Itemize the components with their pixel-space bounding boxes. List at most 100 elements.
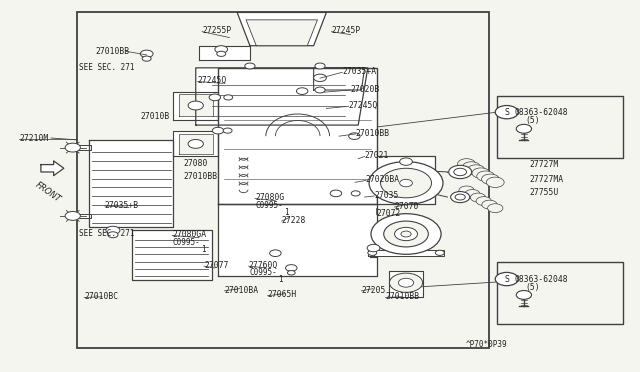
Circle shape	[245, 63, 255, 69]
Polygon shape	[41, 161, 64, 176]
Circle shape	[477, 171, 495, 181]
Text: C0995-: C0995-	[255, 201, 283, 210]
Circle shape	[399, 158, 412, 165]
Circle shape	[269, 250, 281, 257]
Circle shape	[467, 165, 485, 175]
Text: SEE SEC. 271: SEE SEC. 271	[79, 230, 134, 238]
Polygon shape	[77, 145, 91, 150]
Polygon shape	[132, 230, 212, 280]
Text: SEE SEC. 271: SEE SEC. 271	[79, 63, 134, 72]
Text: 1: 1	[278, 275, 284, 284]
Polygon shape	[389, 271, 423, 297]
Text: 27255P: 27255P	[202, 26, 232, 35]
Circle shape	[212, 127, 224, 134]
Circle shape	[215, 46, 228, 53]
Text: 27755U: 27755U	[529, 188, 558, 197]
Circle shape	[455, 194, 465, 200]
Circle shape	[384, 221, 428, 247]
Polygon shape	[173, 131, 218, 157]
Text: 27010BC: 27010BC	[84, 292, 118, 301]
Circle shape	[369, 161, 443, 205]
Circle shape	[142, 56, 151, 61]
Text: 08363-62048: 08363-62048	[515, 108, 568, 117]
Circle shape	[495, 272, 518, 286]
Text: S: S	[504, 108, 509, 117]
Circle shape	[495, 106, 518, 119]
Circle shape	[486, 177, 504, 187]
Text: 27228: 27228	[282, 216, 306, 225]
Polygon shape	[90, 140, 173, 227]
Text: FRONT: FRONT	[33, 180, 62, 204]
Circle shape	[481, 174, 499, 185]
Circle shape	[394, 227, 417, 241]
Circle shape	[401, 231, 411, 237]
Circle shape	[349, 133, 360, 140]
Text: 27245Q: 27245Q	[349, 101, 378, 110]
Text: 27020BA: 27020BA	[366, 175, 400, 184]
Circle shape	[435, 250, 444, 256]
Bar	[497, 262, 623, 324]
Text: 27727M: 27727M	[529, 160, 558, 169]
Text: 08363-62048: 08363-62048	[515, 275, 568, 283]
Text: 27070: 27070	[394, 202, 419, 211]
Text: 27010BB: 27010BB	[183, 171, 217, 180]
Text: S: S	[504, 275, 509, 283]
Polygon shape	[199, 46, 250, 61]
Circle shape	[516, 124, 532, 133]
Circle shape	[472, 168, 490, 178]
Circle shape	[463, 162, 480, 172]
Circle shape	[449, 165, 472, 179]
Circle shape	[398, 278, 413, 287]
Text: C0995-: C0995-	[250, 268, 278, 277]
Text: 27210M: 27210M	[19, 134, 49, 142]
Circle shape	[399, 179, 412, 187]
Circle shape	[476, 197, 492, 205]
Circle shape	[465, 190, 480, 198]
Circle shape	[188, 101, 204, 110]
Text: ^P70*0P39: ^P70*0P39	[465, 340, 507, 349]
Circle shape	[454, 168, 467, 176]
Circle shape	[488, 204, 503, 212]
Text: 27035+B: 27035+B	[104, 201, 139, 210]
Text: 27035+A: 27035+A	[342, 67, 376, 76]
Circle shape	[223, 128, 232, 133]
Circle shape	[367, 244, 380, 252]
Text: 27077: 27077	[204, 261, 228, 270]
Text: 27010BB: 27010BB	[96, 47, 130, 56]
Polygon shape	[218, 205, 378, 276]
Text: 27010BB: 27010BB	[356, 129, 390, 138]
Text: 27010BA: 27010BA	[225, 286, 259, 295]
Text: 27010B: 27010B	[140, 112, 170, 121]
Text: 27080: 27080	[183, 158, 207, 168]
Circle shape	[459, 186, 474, 195]
Polygon shape	[237, 13, 326, 46]
Circle shape	[390, 273, 422, 292]
Polygon shape	[179, 134, 213, 154]
Text: 27760Q: 27760Q	[248, 261, 278, 270]
Polygon shape	[173, 92, 218, 119]
Text: 27080GA: 27080GA	[172, 230, 206, 239]
Text: 27727MA: 27727MA	[529, 175, 563, 184]
Circle shape	[482, 200, 497, 209]
Circle shape	[287, 270, 295, 275]
Text: (5): (5)	[525, 116, 540, 125]
Polygon shape	[196, 68, 368, 125]
Bar	[77, 13, 489, 349]
Circle shape	[516, 291, 532, 299]
Circle shape	[368, 250, 377, 256]
Circle shape	[188, 140, 204, 148]
Text: 27065H: 27065H	[268, 291, 297, 299]
Circle shape	[209, 94, 221, 101]
Polygon shape	[77, 214, 91, 218]
Text: C0995-: C0995-	[172, 238, 200, 247]
Text: 27020B: 27020B	[351, 85, 380, 94]
Text: 27010BB: 27010BB	[386, 292, 420, 301]
Text: 27080G: 27080G	[255, 193, 284, 202]
Text: 1: 1	[284, 208, 288, 217]
Polygon shape	[314, 68, 365, 90]
Circle shape	[65, 143, 81, 152]
Circle shape	[108, 232, 118, 238]
Text: 27072: 27072	[376, 209, 401, 218]
Circle shape	[381, 168, 431, 198]
Circle shape	[314, 74, 326, 81]
